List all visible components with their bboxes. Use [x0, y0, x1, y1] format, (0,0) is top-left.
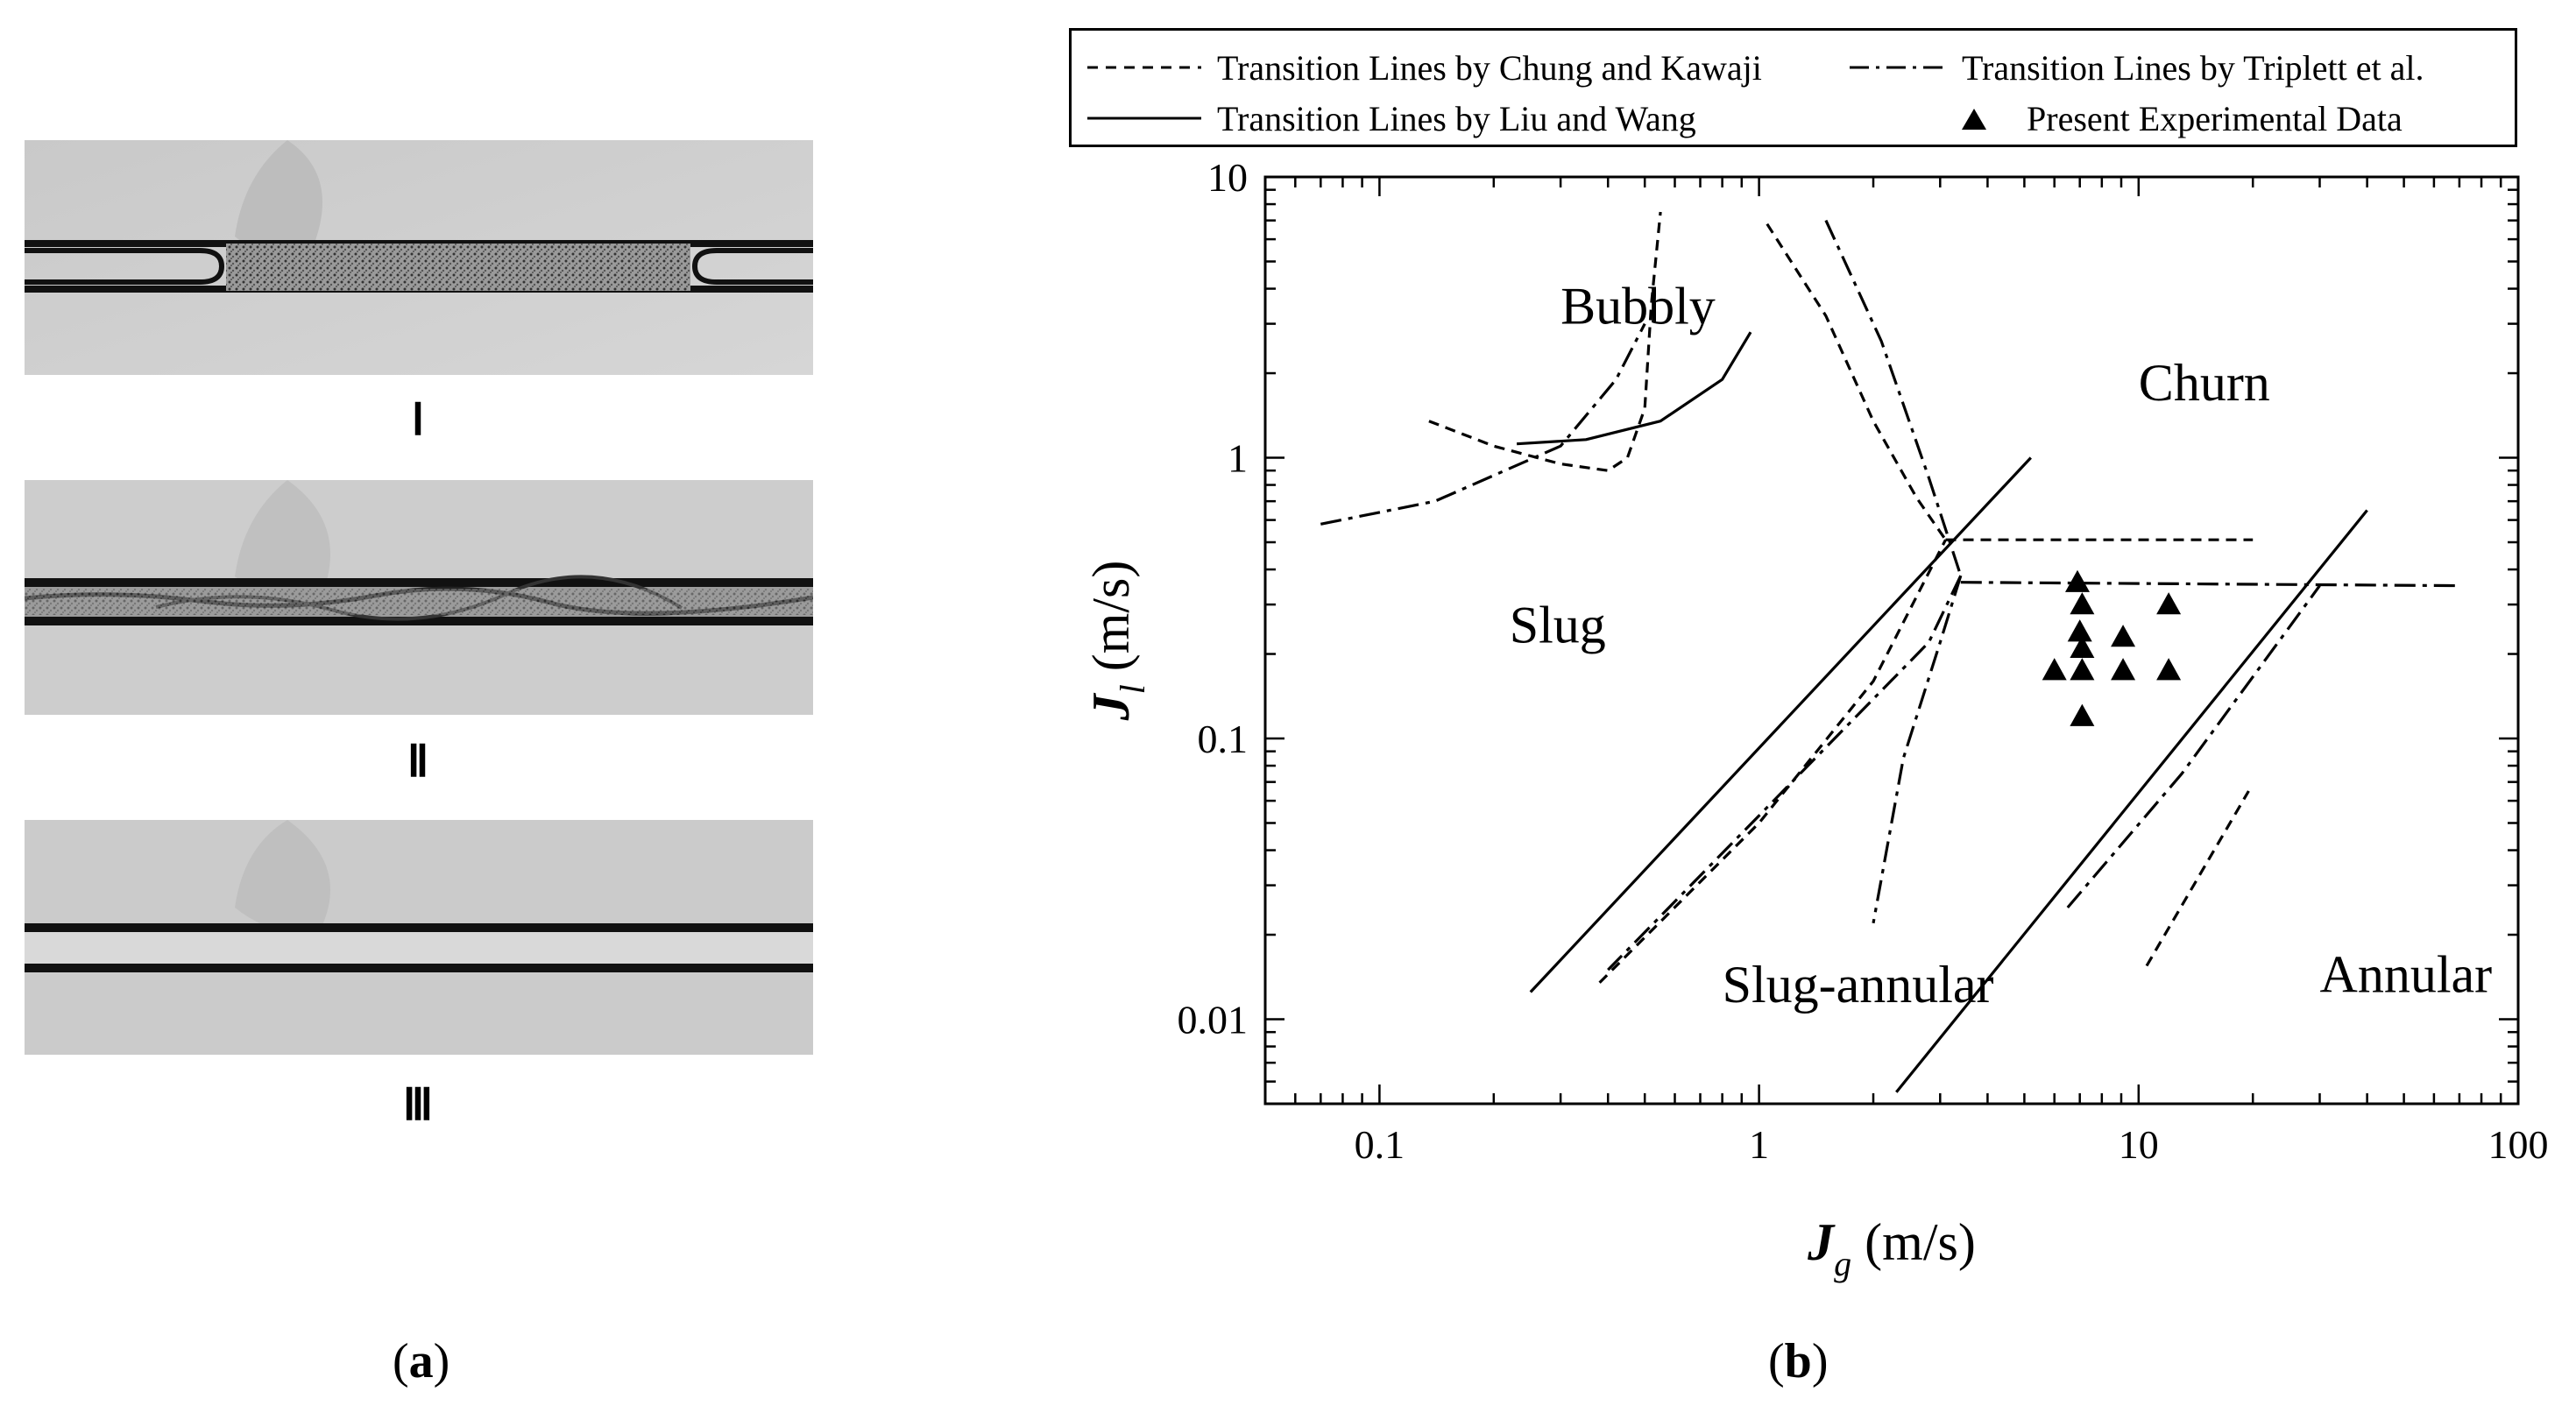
transition-line-dashdot-4 [1607, 575, 1963, 971]
data-point [2111, 625, 2136, 647]
y-tick-label: 10 [1207, 155, 1248, 200]
flow-image-3 [25, 820, 813, 1055]
data-point [2070, 658, 2095, 681]
legend-label-triplett: Transition Lines by Triplett et al. [1962, 47, 2424, 88]
x-tick-label: 1 [1749, 1122, 1769, 1167]
triangle-marker-icon [1962, 109, 1986, 130]
region-label-slug: Slug [1510, 596, 1606, 654]
chart-axes: 0.1 1 10 100 0.01 0.1 1 10 [1178, 155, 2549, 1167]
flow-image-1-label: Ⅰ [411, 395, 427, 444]
transition-line-dashdot-1 [1824, 219, 1963, 576]
x-tick-label: 10 [2119, 1122, 2159, 1167]
transition-line-dashed-1 [1766, 223, 1947, 541]
data-point [2064, 569, 2090, 592]
panel-b-caption: (b) [1768, 1334, 1829, 1388]
x-axis-title: Jg (m/s) [1807, 1213, 1976, 1283]
dashdot-line-swatch [1850, 66, 1946, 69]
legend-label-liu: Transition Lines by Liu and Wang [1217, 98, 1696, 138]
data-point [2042, 658, 2067, 681]
data-point [2070, 592, 2095, 615]
region-label-churn: Churn [2139, 354, 2270, 412]
data-point [2070, 635, 2095, 658]
legend-item-triplett: Transition Lines by Triplett et al. [1850, 43, 2424, 92]
transition-line-dashed-3 [1598, 539, 1947, 984]
region-label-annular: Annular [2319, 945, 2492, 1003]
data-point [2156, 592, 2182, 615]
transition-line-solid-1 [1529, 456, 2032, 993]
transition-line-solid-0 [1517, 331, 1752, 446]
transition-line-dashdot-0 [1320, 322, 1646, 526]
chart-legend: Transition Lines by Chung and Kawaji Tra… [1069, 28, 2517, 147]
transition-line-dashed-0 [1428, 211, 1662, 472]
y-tick-label: 0.01 [1178, 998, 1249, 1042]
flow-image-3-label: Ⅲ [402, 1080, 435, 1129]
data-point [2067, 619, 2092, 642]
legend-item-data: Present Experimental Data [1957, 94, 2403, 143]
x-tick-label: 100 [2488, 1122, 2549, 1167]
transition-line-dashdot-2 [1872, 575, 1963, 924]
flow-image-2 [25, 480, 813, 715]
region-label-bubbly: Bubbly [1560, 278, 1716, 336]
transition-line-dashdot-3 [1960, 581, 2459, 588]
legend-label-data: Present Experimental Data [2027, 98, 2403, 138]
plot-frame [1263, 175, 2520, 1106]
panel-a: Ⅰ Ⅱ Ⅲ [0, 0, 859, 1413]
panel-b-caption-letter: b [1784, 1334, 1812, 1388]
y-tick-label: 0.1 [1198, 717, 1249, 761]
experimental-points [2042, 569, 2182, 726]
data-point [2070, 703, 2095, 726]
transition-line-solid-2 [1895, 509, 2368, 1093]
legend-item-liu: Transition Lines by Liu and Wang [1087, 94, 1696, 143]
panel-a-caption: (a) [393, 1334, 450, 1388]
legend-item-chung: Transition Lines by Chung and Kawaji [1087, 43, 1762, 92]
panel-a-caption-letter: a [408, 1334, 434, 1388]
region-labels: Bubbly Churn Slug Slug-annular Annular [1510, 278, 2492, 1014]
x-tick-label: 0.1 [1355, 1122, 1405, 1167]
transition-lines [1320, 211, 2459, 1093]
dashed-line-swatch [1087, 66, 1201, 69]
data-point [2111, 658, 2136, 681]
axis-labels: Jg (m/s) Jl (m/s) [1082, 561, 1976, 1283]
flow-image-1 [25, 140, 813, 375]
transition-line-dashdot-5 [2066, 584, 2321, 909]
data-point [2156, 658, 2182, 681]
legend-label-chung: Transition Lines by Chung and Kawaji [1217, 47, 1762, 88]
region-label-slug-annular: Slug-annular [1723, 956, 1994, 1014]
y-axis-title: Jl (m/s) [1082, 561, 1152, 722]
solid-line-swatch [1087, 117, 1201, 120]
transition-line-dashed-4 [2145, 790, 2250, 967]
flow-image-2-label: Ⅱ [407, 737, 431, 786]
y-tick-label: 1 [1228, 436, 1248, 481]
